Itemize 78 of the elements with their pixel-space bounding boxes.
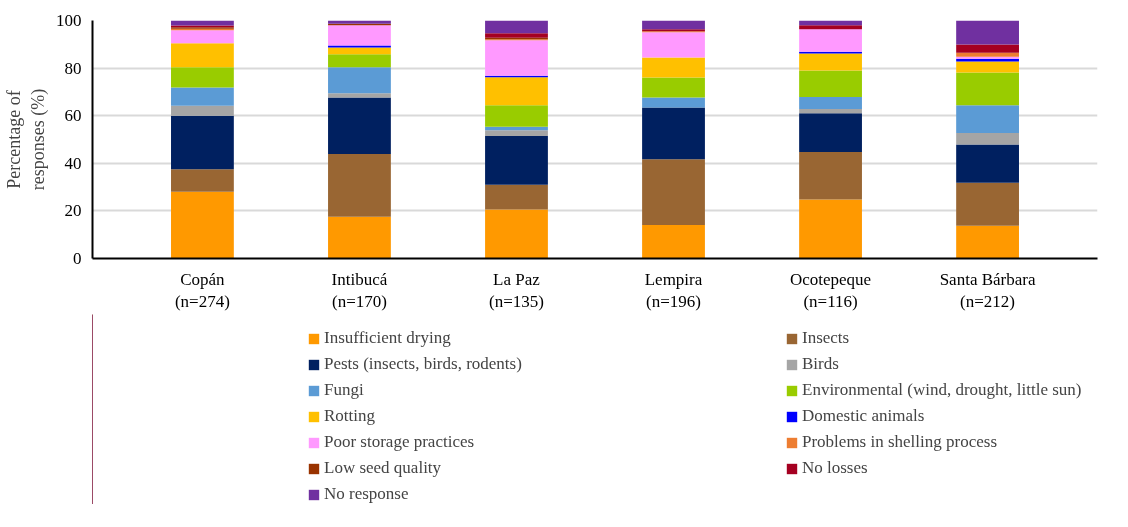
- legend-label: Poor storage practices: [324, 432, 476, 452]
- bar: [171, 191, 234, 259]
- bar: [956, 144, 1019, 183]
- legend-label: Birds: [802, 354, 840, 374]
- x-tick-label: La Paz (n=135): [489, 269, 544, 312]
- bar: [642, 159, 705, 225]
- y-tick-label: 60: [64, 106, 82, 126]
- bar: [485, 105, 548, 127]
- bar: [328, 216, 391, 259]
- bar: [956, 61, 1019, 73]
- legend-label: Pests (insects, birds, rodents): [324, 354, 523, 374]
- y-tick-label: 40: [64, 153, 82, 173]
- bar: [171, 169, 234, 192]
- x-tick-label: Santa Bárbara (n=212): [939, 269, 1036, 312]
- bar: [485, 40, 548, 76]
- bar: [799, 25, 862, 30]
- bar: [328, 97, 391, 155]
- bar: [485, 20, 548, 34]
- bar: [171, 67, 234, 88]
- bar: [642, 97, 705, 108]
- bar: [956, 72, 1019, 106]
- bar: [956, 225, 1019, 259]
- bar: [328, 47, 391, 55]
- bar: [956, 44, 1019, 53]
- bar: [328, 54, 391, 68]
- legend-label: Low seed quality: [324, 458, 443, 478]
- bar: [171, 115, 234, 170]
- bar: [799, 70, 862, 97]
- bar: [956, 182, 1019, 226]
- legend-label: No losses: [802, 458, 869, 478]
- bar: [799, 109, 862, 114]
- bar: [799, 29, 862, 52]
- bar: [485, 135, 548, 185]
- x-tick-label: Intibucá (n=170): [331, 269, 388, 312]
- legend-label: Insects: [802, 328, 851, 348]
- legend-label: Rotting: [324, 406, 376, 426]
- bar: [956, 105, 1019, 134]
- bar: [171, 30, 234, 44]
- bar: [485, 209, 548, 259]
- bar: [485, 77, 548, 106]
- legend-label: Problems in shelling process: [802, 432, 998, 452]
- bar: [799, 96, 862, 110]
- bar: [485, 184, 548, 210]
- bar: [642, 224, 705, 259]
- legend-label: Environmental (wind, drought, little sun): [802, 380, 1083, 400]
- legend-label: Fungi: [324, 380, 365, 400]
- bar: [328, 93, 391, 98]
- legend-label: No response: [324, 484, 410, 504]
- bar: [171, 43, 234, 68]
- bar: [485, 33, 548, 38]
- legend-label: Domestic animals: [802, 406, 926, 426]
- bar: [642, 107, 705, 160]
- bar: [171, 87, 234, 106]
- bar: [799, 113, 862, 152]
- bar: [799, 151, 862, 200]
- bar: [328, 25, 391, 46]
- x-tick-label: Ocotepeque (n=116): [789, 269, 872, 312]
- bar: [171, 105, 234, 116]
- y-tick-label: 20: [64, 201, 82, 221]
- bar: [956, 133, 1019, 145]
- y-tick-label: 0: [73, 249, 82, 268]
- bar: [642, 57, 705, 78]
- bar: [799, 53, 862, 71]
- y-tick-label: 80: [64, 58, 82, 78]
- x-tick-label: Copán (n=274): [174, 269, 230, 312]
- y-tick-label: 100: [56, 11, 82, 30]
- legend-label: Insufficient drying: [324, 328, 452, 348]
- bar: [642, 32, 705, 58]
- bar: [485, 130, 548, 136]
- bar: [956, 52, 1019, 57]
- bar: [956, 20, 1019, 45]
- y-axis-title: Percentage of responses (%): [4, 88, 49, 191]
- x-tick-label: Lempira (n=196): [644, 269, 703, 312]
- bar: [642, 20, 705, 30]
- bar: [642, 77, 705, 98]
- bar: [328, 67, 391, 94]
- bar: [328, 154, 391, 217]
- bar: [799, 199, 862, 259]
